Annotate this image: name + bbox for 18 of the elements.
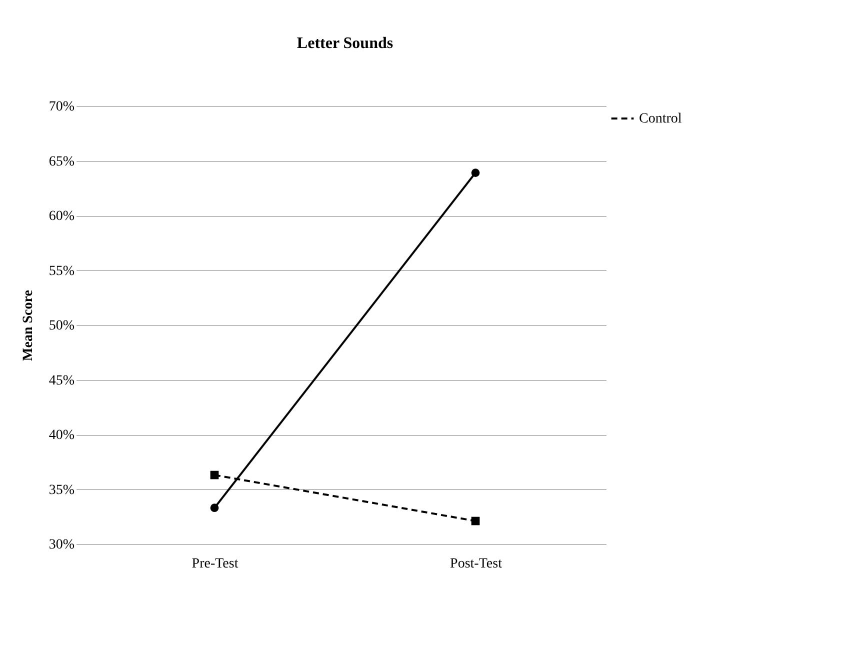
y-tick-label: 55% [48,264,75,279]
y-tick-label: 35% [48,482,75,498]
y-tick-label: 40% [48,428,75,443]
y-tick-label: 65% [48,154,75,170]
y-tick-label: 50% [48,318,75,334]
y-tick-label: 60% [48,209,75,224]
y-tick-label: 30% [48,538,75,552]
x-tick-label: Post-Test [450,556,502,572]
x-tick-label: Pre-Test [192,556,238,572]
point [210,470,219,480]
y-tick-label: 70% [48,100,75,114]
chart-title: Letter Sounds [296,35,394,52]
point [471,516,480,526]
point [210,504,219,512]
y-tick-label: 45% [48,373,75,388]
legend-label: Control [639,112,682,126]
point [471,168,480,177]
y-axis-title: Mean Score [20,290,36,361]
